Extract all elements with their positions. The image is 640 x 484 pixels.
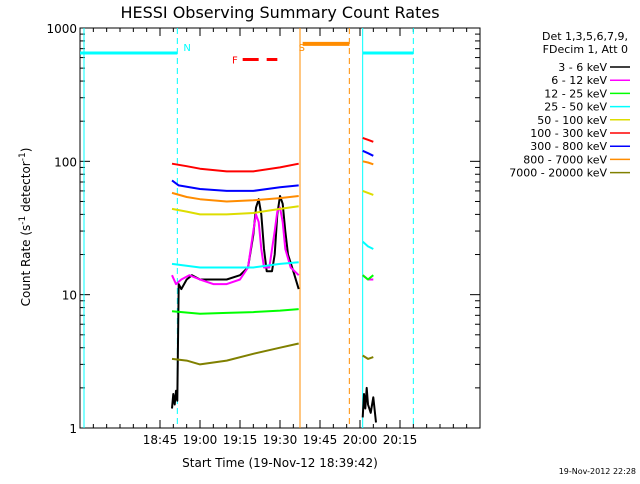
x-tick-label: 20:15 <box>383 433 418 447</box>
series-line-2 <box>171 206 300 286</box>
plot-frame <box>79 27 481 429</box>
legend-entry-label: 300 - 800 keV <box>530 140 607 153</box>
y-tick-label: 1 <box>69 422 77 436</box>
y-axis-label: Count Rate (s-1 detector-1) <box>18 148 33 307</box>
series-line-8 <box>362 160 374 166</box>
series-line-6 <box>171 162 299 173</box>
y-tick-label: 1000 <box>46 22 77 36</box>
series-line-5 <box>362 189 374 196</box>
y-tick-label: 10 <box>62 289 77 303</box>
generation-timestamp: 19-Nov-2012 22:28 <box>559 467 636 476</box>
legend-entry-label: 3 - 6 keV <box>558 61 607 74</box>
x-tick-label: 20:00 <box>343 433 378 447</box>
legend-entry-label: 50 - 100 keV <box>537 114 607 127</box>
legend-entry-label: 25 - 50 keV <box>544 101 607 114</box>
chart-title: HESSI Observing Summary Count Rates <box>120 3 439 22</box>
x-tick-label: 18:45 <box>143 433 178 447</box>
x-tick-label: 19:30 <box>263 433 298 447</box>
series-line-1 <box>171 195 300 409</box>
legend-entry-label: 6 - 12 keV <box>551 74 607 87</box>
annotation-label-s: S <box>299 43 305 54</box>
annotation-label-n: N <box>183 43 190 54</box>
x-tick-label: 19:15 <box>223 433 258 447</box>
series-line-5 <box>171 205 299 216</box>
series-line-7 <box>171 179 299 192</box>
x-tick-label: 19:45 <box>303 433 338 447</box>
plot-area: 18:45 19:00 19:15 19:30 19:45 20:00 20:15 1 10 10… <box>46 22 481 447</box>
legend-header-line-1: Det 1,3,5,6,7,9, <box>542 30 628 43</box>
x-tick-label: 19:00 <box>183 433 218 447</box>
legend-entry-label: 800 - 7000 keV <box>523 153 607 166</box>
annotation-label-f: F <box>232 56 238 67</box>
series-line-1 <box>361 386 377 423</box>
series-line-3 <box>362 274 374 281</box>
legend-entry-label: 12 - 25 keV <box>544 87 607 100</box>
series-line-6 <box>362 136 374 143</box>
x-axis-label: Start Time (19-Nov-12 18:39:42) <box>182 456 378 470</box>
legend-entry-label: 7000 - 20000 keV <box>509 167 607 180</box>
legend-entry-label: 100 - 300 keV <box>530 127 607 140</box>
series-line-8 <box>171 191 299 203</box>
series-line-7 <box>362 149 374 157</box>
y-tick-label: 100 <box>54 155 77 169</box>
legend-header-line-2: FDecim 1, Att 0 <box>543 43 628 56</box>
series-line-3 <box>171 308 299 315</box>
series-line-9 <box>362 354 374 360</box>
series-line-4 <box>171 261 299 269</box>
series-line-9 <box>171 342 299 366</box>
series-line-4 <box>362 240 374 250</box>
